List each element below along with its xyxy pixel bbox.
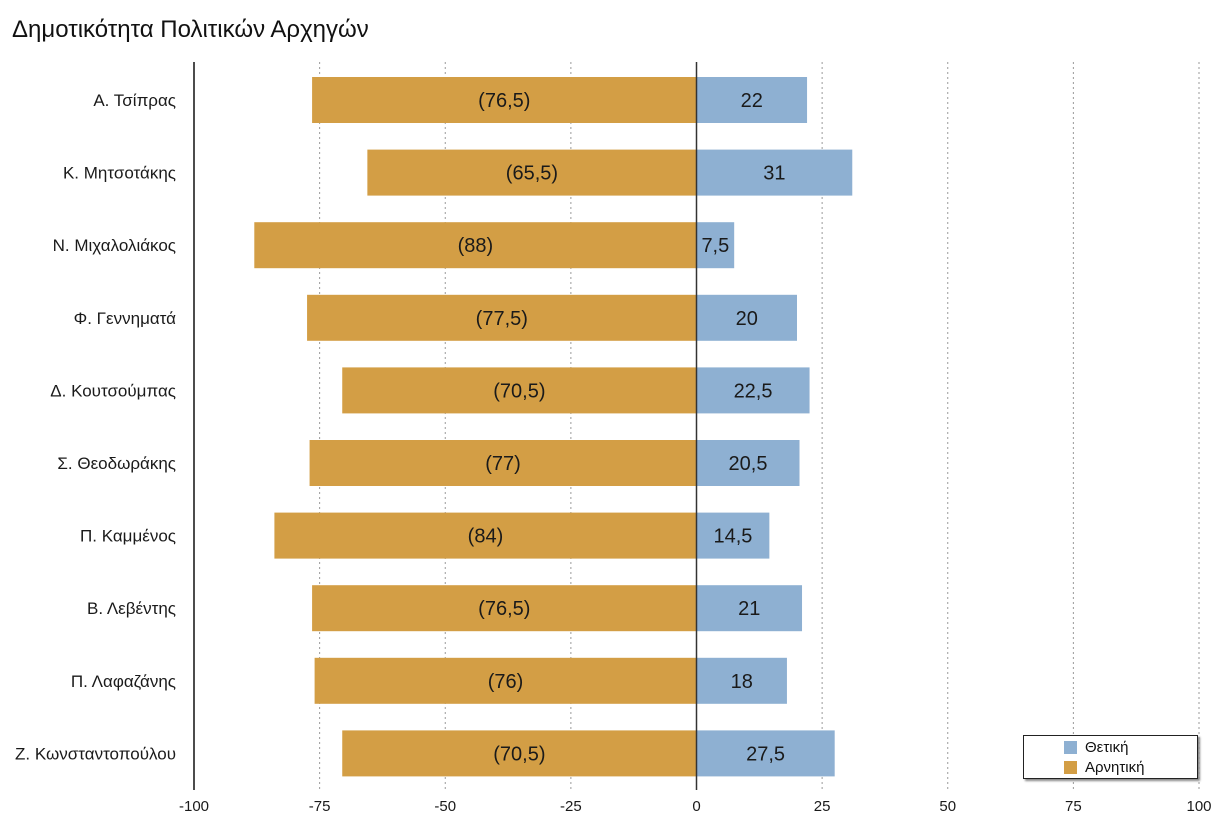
bar-negative-4 [342, 367, 697, 414]
data-label-positive-1: 31 [763, 163, 785, 185]
category-label-3: Φ. Γεννηματά [74, 309, 177, 328]
data-label-negative-6: (84) [468, 526, 504, 548]
category-label-9: Ζ. Κωνσταντοπούλου [15, 744, 176, 763]
bar-negative-6 [274, 512, 697, 559]
category-label-4: Δ. Κουτσούμπας [50, 381, 176, 400]
category-label-5: Σ. Θεοδωράκης [57, 454, 176, 473]
data-label-negative-4: (70,5) [493, 380, 545, 402]
category-label-1: Κ. Μητσοτάκης [63, 164, 176, 183]
bar-negative-8 [314, 657, 697, 704]
legend-item-negative: Αρνητική [1064, 759, 1144, 776]
data-label-positive-6: 14,5 [713, 526, 752, 548]
legend-swatch-positive [1064, 741, 1077, 754]
data-label-positive-0: 22 [741, 90, 763, 112]
bar-positive-3 [696, 294, 797, 341]
data-label-negative-8: (76) [488, 671, 524, 693]
bar-positive-0 [696, 77, 808, 123]
x-tick-label-3: -25 [560, 798, 582, 815]
data-label-positive-9: 27,5 [746, 743, 785, 765]
data-label-negative-0: (76,5) [478, 90, 530, 112]
category-label-7: Β. Λεβέντης [87, 599, 176, 618]
data-label-positive-4: 22,5 [734, 380, 773, 402]
x-tick-label-2: -50 [434, 798, 456, 815]
bar-positive-8 [696, 657, 787, 704]
data-label-negative-5: (77) [485, 453, 521, 475]
x-tick-label-5: 25 [814, 798, 831, 815]
legend-swatch-negative [1064, 761, 1077, 774]
bar-negative-0 [312, 77, 697, 123]
category-label-0: Α. Τσίπρας [93, 91, 176, 110]
bar-negative-3 [307, 294, 697, 341]
data-label-negative-3: (77,5) [476, 308, 528, 330]
bar-positive-9 [696, 730, 835, 777]
x-tick-label-1: -75 [309, 798, 331, 815]
legend-item-positive: Θετική [1064, 739, 1128, 756]
bar-negative-5 [309, 440, 697, 486]
category-label-2: Ν. Μιχαλολιάκος [53, 236, 176, 255]
bar-positive-4 [696, 367, 810, 414]
bar-negative-9 [342, 730, 697, 777]
chart-legend: Θετική Αρνητική [1023, 735, 1198, 779]
x-tick-label-0: -100 [179, 798, 209, 815]
data-label-negative-2: (88) [458, 235, 494, 257]
x-tick-label-8: 100 [1186, 798, 1211, 815]
data-label-positive-7: 21 [738, 598, 760, 620]
bar-positive-1 [696, 149, 853, 196]
bar-negative-7 [312, 585, 697, 632]
data-label-negative-7: (76,5) [478, 598, 530, 620]
data-label-positive-8: 18 [731, 671, 753, 693]
bar-positive-5 [696, 440, 800, 486]
data-label-positive-5: 20,5 [729, 453, 768, 475]
category-label-6: Π. Καμμένος [80, 527, 176, 546]
bar-negative-1 [367, 149, 697, 196]
data-label-negative-9: (70,5) [493, 743, 545, 765]
data-label-positive-2: 7,5 [701, 235, 729, 257]
x-tick-label-7: 75 [1065, 798, 1082, 815]
bar-negative-2 [254, 222, 697, 269]
data-label-negative-1: (65,5) [506, 163, 558, 185]
bar-positive-6 [696, 512, 770, 559]
x-tick-label-4: 0 [692, 798, 700, 815]
chart-title: Δημοτικότητα Πολιτικών Αρχηγών [12, 16, 369, 43]
bar-positive-7 [696, 585, 803, 632]
legend-label-positive: Θετική [1085, 739, 1129, 756]
x-tick-label-6: 50 [939, 798, 956, 815]
category-label-8: Π. Λαφαζάνης [71, 672, 176, 691]
data-label-positive-3: 20 [736, 308, 758, 330]
bar-positive-2 [696, 222, 735, 269]
legend-label-negative: Αρνητική [1085, 759, 1145, 776]
